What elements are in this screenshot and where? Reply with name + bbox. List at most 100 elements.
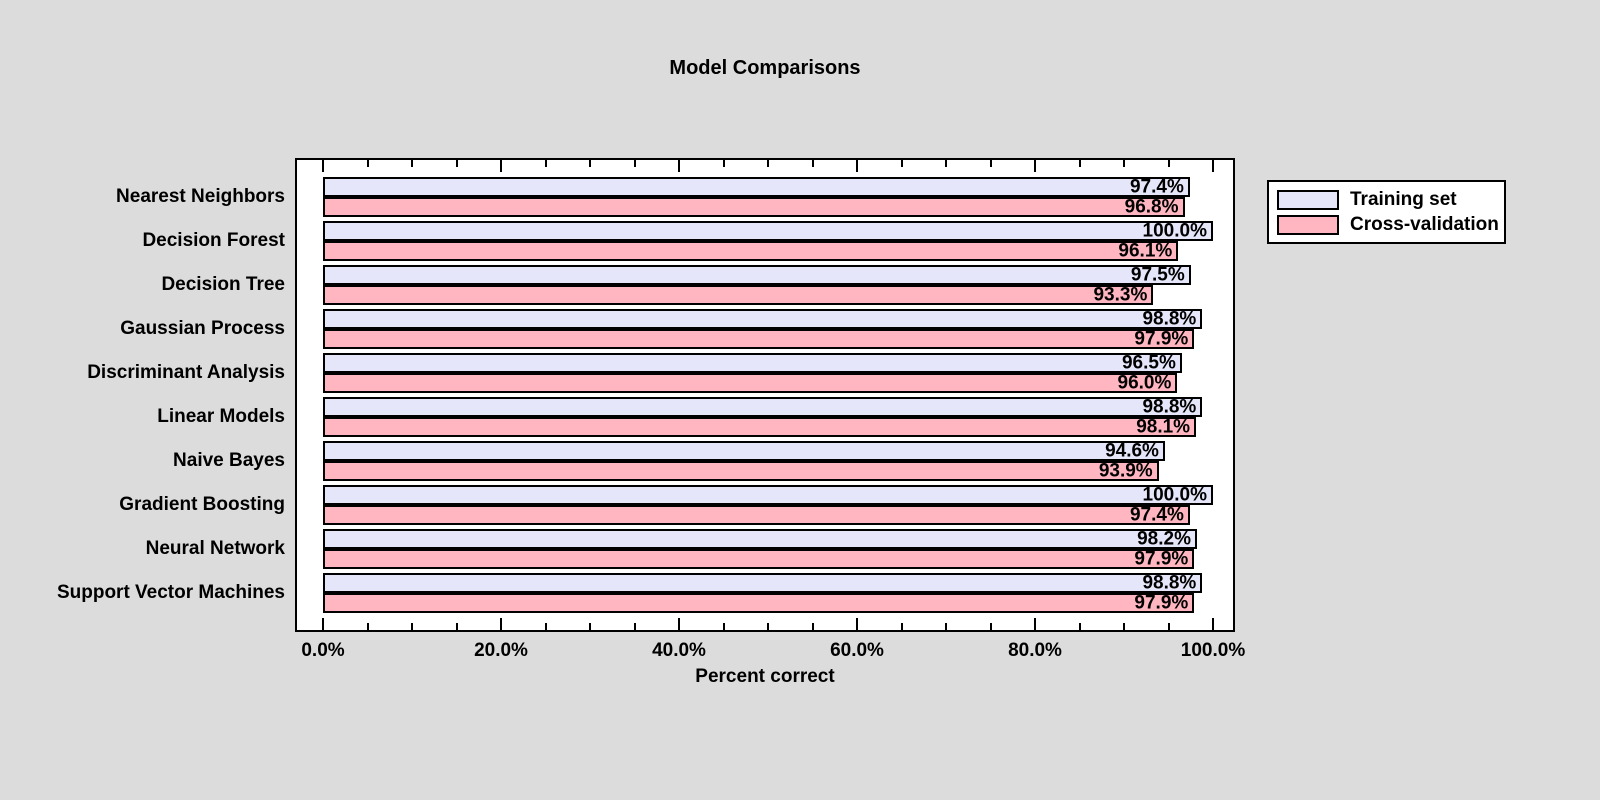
- minor-tick: [722, 160, 725, 167]
- bar-value-label: 96.0%: [1117, 372, 1172, 394]
- bar-cross-validation: 96.1%: [323, 240, 1179, 262]
- bar-training-set: 97.4%: [323, 177, 1190, 197]
- minor-tick: [366, 160, 369, 167]
- minor-tick: [945, 623, 947, 630]
- bar-value-label: 93.3%: [1093, 284, 1148, 306]
- bar-value-label: 98.8%: [1142, 572, 1197, 594]
- bar-value-label: 98.8%: [1142, 308, 1197, 330]
- major-tick: [322, 160, 324, 172]
- bar-value-label: 100.0%: [1142, 220, 1207, 242]
- minor-tick: [455, 623, 458, 630]
- major-tick: [1212, 618, 1214, 630]
- minor-tick: [589, 160, 591, 167]
- minor-tick: [544, 623, 547, 630]
- bar-training-set: 98.8%: [323, 308, 1203, 330]
- x-axis-title: Percent correct: [695, 666, 835, 687]
- minor-tick: [1167, 160, 1170, 167]
- x-tick-label: 0.0%: [301, 640, 345, 661]
- bar-cross-validation: 96.0%: [323, 372, 1178, 394]
- major-tick: [856, 618, 858, 630]
- x-tick-label: 100.0%: [1180, 640, 1246, 661]
- bar-value-label: 98.8%: [1142, 396, 1197, 418]
- bar-training-set: 100.0%: [323, 221, 1213, 241]
- major-tick: [1034, 160, 1036, 172]
- bar-cross-validation: 96.8%: [323, 197, 1185, 217]
- major-tick: [322, 618, 324, 630]
- minor-tick: [767, 160, 769, 167]
- minor-tick: [1078, 623, 1081, 630]
- minor-tick: [411, 623, 413, 630]
- major-tick: [678, 160, 680, 172]
- bar-value-label: 98.1%: [1136, 416, 1191, 438]
- major-tick: [678, 618, 680, 630]
- bar-training-set: 98.2%: [323, 529, 1197, 549]
- category-label: Nearest Neighbors: [116, 186, 285, 207]
- x-tick-label: 20.0%: [474, 640, 528, 661]
- minor-tick: [722, 623, 725, 630]
- major-tick: [1034, 618, 1036, 630]
- legend: Training set Cross-validation: [1267, 180, 1506, 244]
- legend-item-cross-validation: Cross-validation: [1277, 212, 1499, 237]
- major-tick: [856, 160, 858, 172]
- bar-value-label: 97.4%: [1129, 176, 1184, 198]
- minor-tick: [411, 160, 413, 167]
- bar-value-label: 98.2%: [1137, 528, 1191, 550]
- bar-cross-validation: 93.9%: [323, 461, 1159, 481]
- bar-value-label: 100.0%: [1142, 484, 1207, 506]
- bar-cross-validation: 98.1%: [323, 416, 1197, 438]
- bar-training-set: 98.8%: [323, 396, 1203, 418]
- bar-cross-validation: 97.9%: [323, 329, 1195, 349]
- category-label: Gaussian Process: [120, 318, 285, 339]
- bar-cross-validation: 97.9%: [323, 592, 1195, 614]
- minor-tick: [989, 623, 992, 630]
- category-label: Discriminant Analysis: [87, 362, 285, 383]
- minor-tick: [1167, 623, 1170, 630]
- x-tick-label: 80.0%: [1008, 640, 1062, 661]
- bar-value-label: 97.9%: [1134, 548, 1189, 570]
- category-label: Linear Models: [157, 406, 285, 427]
- minor-tick: [900, 623, 903, 630]
- legend-swatch-training-set: [1277, 189, 1339, 210]
- bar-training-set: 96.5%: [323, 353, 1182, 373]
- minor-tick: [900, 160, 903, 167]
- bar-cross-validation: 97.4%: [323, 505, 1190, 525]
- major-tick: [500, 160, 502, 172]
- minor-tick: [366, 623, 369, 630]
- bar-training-set: 94.6%: [323, 441, 1165, 461]
- minor-tick: [544, 160, 547, 167]
- legend-item-training-set: Training set: [1277, 187, 1499, 212]
- minor-tick: [1123, 623, 1125, 630]
- category-label: Support Vector Machines: [56, 582, 285, 603]
- major-tick: [1212, 160, 1214, 172]
- x-axis-tick-labels: 0.0% 20.0% 40.0% 60.0% 80.0% 100.0%: [0, 640, 1600, 664]
- bar-training-set: 100.0%: [323, 485, 1213, 505]
- minor-tick: [1078, 160, 1081, 167]
- minor-tick: [633, 160, 636, 167]
- bar-value-label: 94.6%: [1105, 440, 1159, 462]
- bar-value-label: 97.4%: [1129, 504, 1184, 526]
- bar-cross-validation: 93.3%: [323, 284, 1154, 306]
- minor-tick: [811, 623, 814, 630]
- minor-tick: [1123, 160, 1125, 167]
- legend-label: Training set: [1350, 188, 1457, 210]
- bar-value-label: 93.9%: [1098, 460, 1153, 482]
- category-label: Neural Network: [145, 538, 285, 559]
- category-label: Naive Bayes: [173, 450, 285, 471]
- category-axis-labels: Nearest Neighbors Decision Forest Decision…: [0, 160, 285, 630]
- x-tick-label: 60.0%: [830, 640, 884, 661]
- bar-training-set: 98.8%: [323, 572, 1203, 594]
- legend-swatch-cross-validation: [1277, 214, 1339, 235]
- category-label: Decision Forest: [142, 230, 285, 251]
- category-label: Gradient Boosting: [119, 494, 285, 515]
- legend-label: Cross-validation: [1350, 213, 1499, 235]
- bar-value-label: 97.9%: [1134, 592, 1189, 614]
- minor-tick: [455, 160, 458, 167]
- plot-area: 97.4% 96.8% 100.0% 96.1% 97.5% 93.3% 98.8% 97.9…: [295, 158, 1235, 632]
- minor-tick: [945, 160, 947, 167]
- minor-tick: [589, 623, 591, 630]
- minor-tick: [767, 623, 769, 630]
- chart-title: Model Comparisons: [669, 57, 861, 79]
- category-label: Decision Tree: [161, 274, 285, 295]
- bar-value-label: 96.1%: [1118, 240, 1173, 262]
